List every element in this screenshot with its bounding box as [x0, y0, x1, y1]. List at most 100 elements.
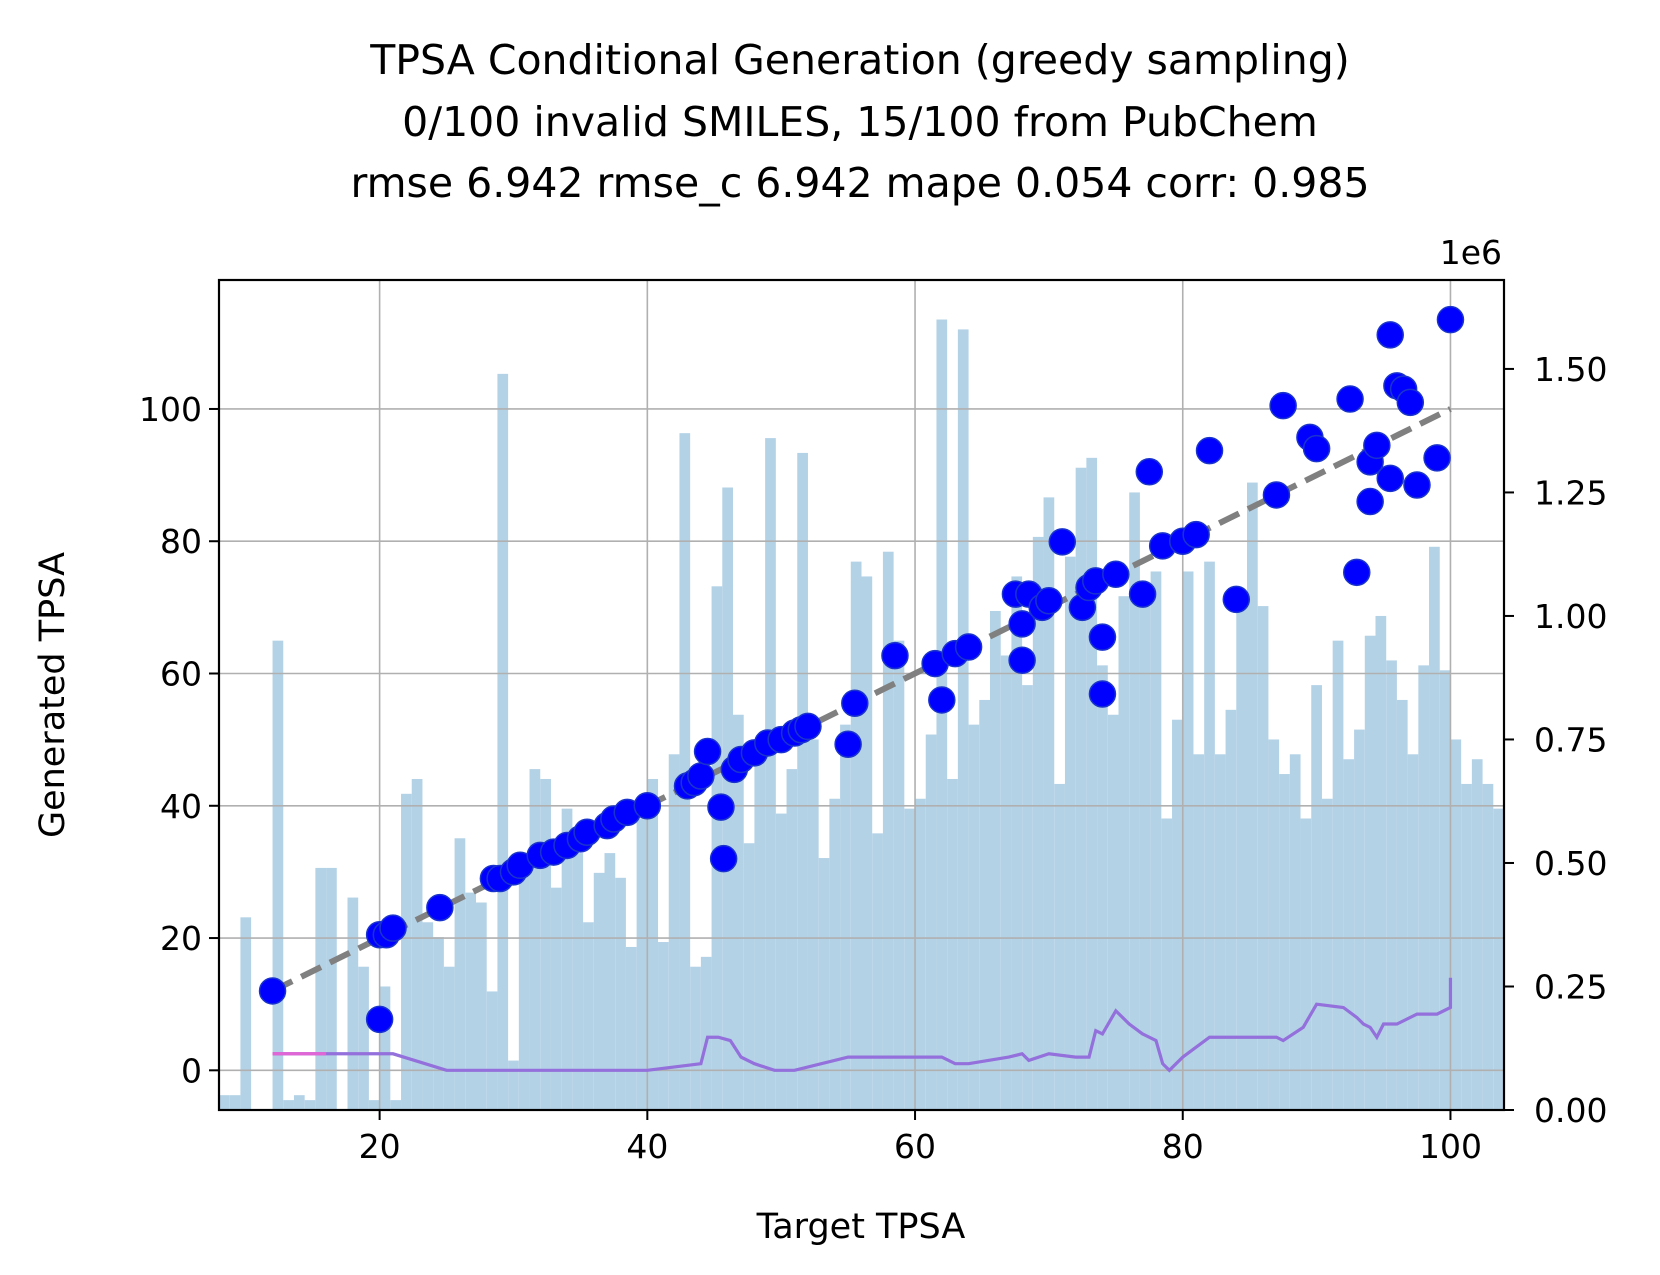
histogram-bar [1225, 709, 1237, 1110]
scatter-point [1376, 321, 1404, 349]
histogram-bar [947, 778, 958, 1110]
scatter-point [1035, 587, 1063, 615]
scatter-point [1128, 580, 1157, 608]
histogram-bar [957, 329, 969, 1110]
scatter-point [881, 641, 909, 670]
y-tick-label: 60 [160, 655, 202, 694]
scatter-point [426, 893, 454, 922]
histogram-bar [476, 902, 487, 1110]
histogram-bar [743, 843, 755, 1110]
scatter-points [258, 305, 1465, 1034]
histogram-bar [807, 739, 819, 1110]
histogram-bar [433, 937, 444, 1110]
histogram-bar [379, 986, 391, 1110]
histogram-bar [690, 966, 701, 1110]
histogram-bar [1247, 482, 1258, 1110]
histogram-bar [1279, 774, 1290, 1110]
histogram-bar [1311, 685, 1322, 1110]
histogram-bar [1268, 739, 1280, 1110]
histogram-bar [401, 793, 412, 1110]
histogram-bar [540, 778, 551, 1110]
histogram-bar [615, 877, 626, 1110]
scatter-point [1436, 305, 1465, 334]
scatter-point [687, 762, 715, 790]
histogram-bar [1075, 467, 1087, 1110]
histogram-bar [893, 640, 905, 1110]
histogram-bar [786, 769, 798, 1110]
histogram-bar [293, 1095, 305, 1110]
histogram-bar [1343, 759, 1355, 1110]
scatter-point [1302, 434, 1331, 463]
histogram-bar [1332, 640, 1344, 1110]
y-axis-label: Generated TPSA [33, 552, 73, 838]
scatter-point [1008, 646, 1036, 675]
scatter-point [1102, 560, 1130, 589]
histogram-bar [1172, 719, 1183, 1110]
secondary-y-tick-label: 0.75 [1534, 720, 1607, 759]
histogram-bar [1429, 546, 1440, 1110]
chart-title-line-1: TPSA Conditional Generation (greedy samp… [369, 36, 1350, 84]
histogram-bar [272, 640, 284, 1110]
histogram-bar [1193, 754, 1205, 1110]
scatter-point [379, 914, 407, 942]
histogram-bar [829, 798, 841, 1110]
histogram-bar [968, 724, 980, 1110]
histogram-bar [1064, 556, 1076, 1110]
histogram-bar [1011, 576, 1023, 1110]
y-tick-label: 100 [139, 390, 202, 429]
histogram-bar [550, 887, 562, 1110]
histogram-bar [529, 769, 541, 1110]
histogram-bar [1257, 606, 1269, 1110]
scatter-point [954, 633, 983, 661]
x-axis-ticks: 20 40 60 80 100 [359, 1110, 1482, 1166]
histogram-bar [625, 946, 637, 1110]
histogram-bar [679, 433, 691, 1110]
error-line-series [272, 977, 1453, 1073]
scatter-point [1262, 481, 1291, 509]
histogram-bar [668, 754, 680, 1110]
scatter-point [1088, 680, 1117, 708]
x-tick-label: 100 [1419, 1127, 1482, 1166]
histogram-bar [1054, 783, 1065, 1110]
x-axis-label: Target TPSA [756, 1207, 966, 1247]
scatter-point [258, 977, 287, 1005]
histogram-bar [1000, 655, 1012, 1110]
histogram-bar [1375, 615, 1387, 1110]
histogram-bar [1482, 783, 1494, 1110]
histogram-bar [872, 833, 883, 1110]
y-tick-label: 40 [160, 787, 202, 826]
histogram-bar [315, 867, 327, 1110]
secondary-y-tick-label: 1.25 [1534, 473, 1607, 512]
histogram-bar [572, 853, 584, 1110]
histogram-bar [1418, 665, 1430, 1110]
histogram-bar [326, 867, 337, 1110]
histogram-bar [904, 808, 916, 1110]
secondary-y-tick-label: 1.00 [1534, 597, 1607, 636]
scatter-point [1376, 464, 1404, 493]
histogram-bar [1450, 739, 1462, 1110]
histogram-bar [1182, 571, 1194, 1110]
histogram-bar [733, 714, 744, 1110]
scatter-point [1182, 520, 1210, 549]
scatter-point [1222, 585, 1251, 614]
histogram-bar [1129, 492, 1140, 1110]
histogram-bar [636, 818, 648, 1110]
histogram-bar [936, 319, 948, 1110]
histogram-bar [422, 922, 434, 1110]
histogram-bar [765, 438, 776, 1111]
scatter-point [1396, 388, 1425, 417]
histogram-bar [797, 452, 808, 1111]
histogram-bar [882, 551, 894, 1110]
scatter-point [1135, 458, 1164, 486]
secondary-y-axis-ticks: 0.00 0.25 0.50 0.75 1.00 1.25 1.50 [1504, 350, 1607, 1130]
chart-title-line-3: rmse 6.942 rmse_c 6.942 mape 0.054 corr:… [350, 159, 1369, 207]
histogram-bar [347, 897, 359, 1110]
scatter-point [1423, 444, 1451, 472]
histogram-bar [1493, 808, 1504, 1110]
histogram-bar [411, 778, 423, 1110]
scatter-point [365, 1005, 394, 1034]
histogram-bar [700, 956, 712, 1110]
error-line [272, 977, 1453, 1073]
histogram-bar [561, 808, 573, 1110]
scatter-point [1356, 487, 1384, 516]
